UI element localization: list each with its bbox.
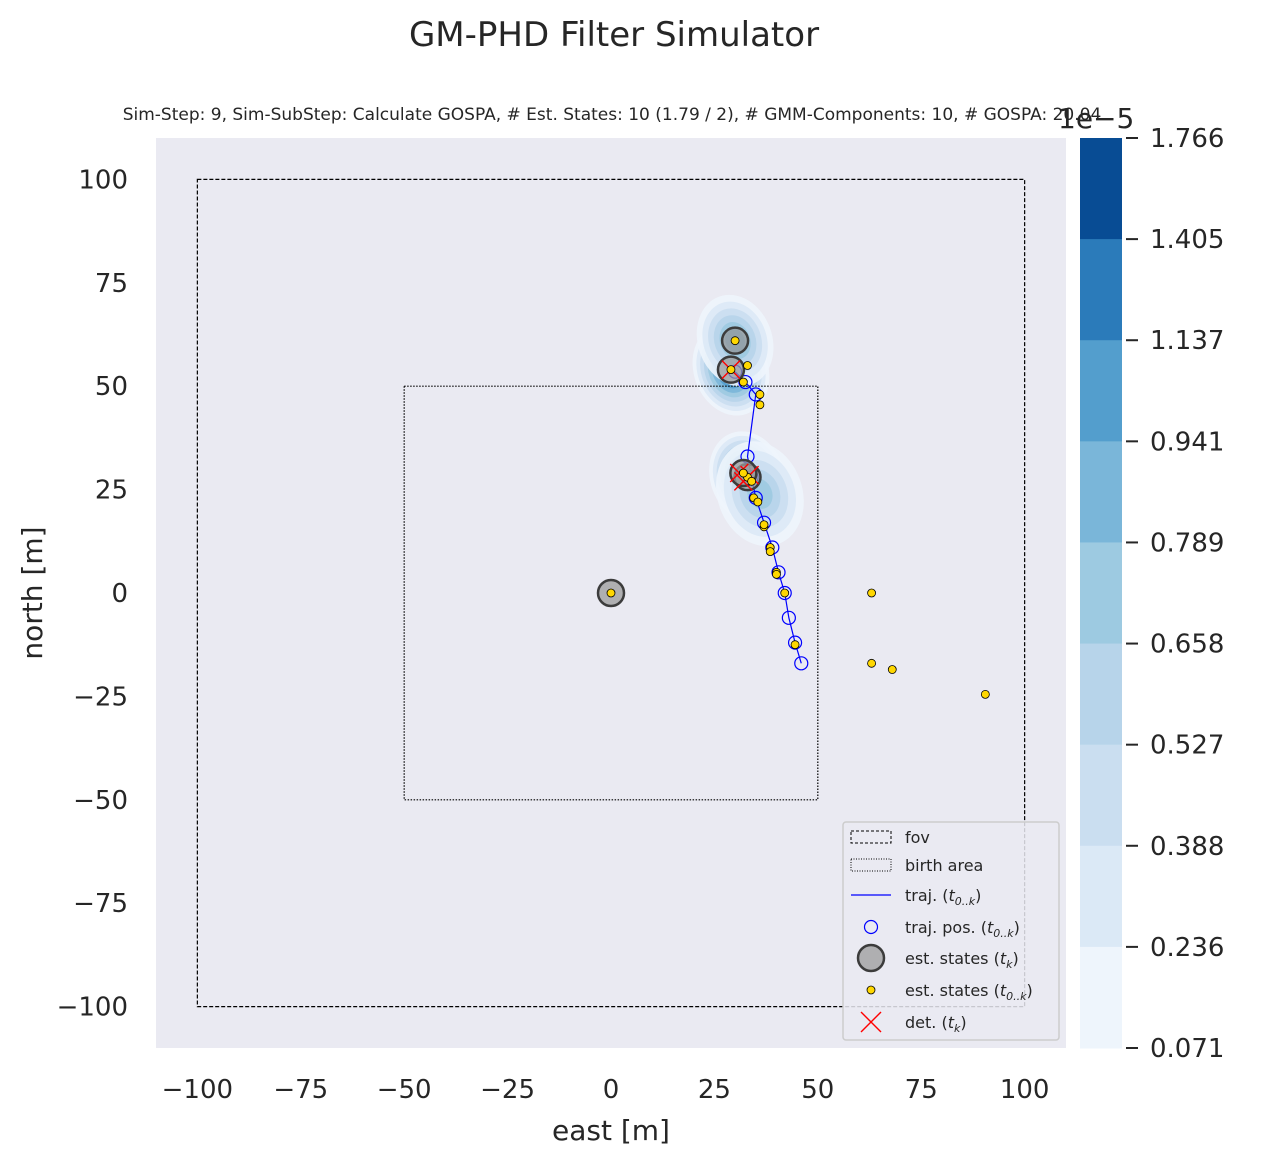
- est-state-hist-10: [753, 497, 763, 507]
- y-tick-label-3: −25: [73, 682, 128, 712]
- colorbar-tick-label-5: 0.658: [1150, 630, 1224, 660]
- est-state-hist-17: [780, 588, 790, 598]
- legend-traj-pos-swatch: [863, 919, 879, 935]
- legend-det-swatch-b: [860, 1011, 882, 1033]
- colorbar-segment-3: [1080, 441, 1122, 543]
- est-state-hist-18: [790, 640, 800, 650]
- colorbar-exponent: 1e−5: [1058, 102, 1134, 135]
- est-state-hist-5: [755, 400, 765, 410]
- est-state-hist-1: [743, 361, 752, 370]
- trajectory-point-11: [738, 374, 753, 390]
- legend-label-traj_pos: traj. pos. (t0..k): [905, 918, 1020, 940]
- legend-est-tk-swatch: [856, 943, 886, 973]
- trajectory-point-0: [794, 656, 809, 671]
- est-state-hist-2: [726, 365, 736, 375]
- region-layer: [196, 178, 1026, 1008]
- colorbar-tick-label-7: 0.388: [1150, 832, 1224, 862]
- colorbar-segment-1: [1080, 239, 1122, 341]
- y-tick-label-8: 100: [78, 165, 128, 195]
- legend-label-est_tk: est. states (tk): [905, 949, 1019, 971]
- colorbar-segment-4: [1080, 542, 1122, 645]
- legend-label-birth: birth area: [905, 856, 983, 875]
- est-state-hist-16: [772, 569, 781, 579]
- legend-entry-birth: birth area: [850, 856, 983, 875]
- x-tick-label-0: −100: [162, 1075, 233, 1105]
- legend-box: [842, 821, 1060, 1041]
- est-state-hist-23: [980, 689, 990, 699]
- colorbar-tick-label-6: 0.527: [1150, 731, 1224, 761]
- colorbar-segment-5: [1080, 643, 1122, 746]
- est-state-hist-20: [867, 588, 876, 598]
- colorbar-tick-label-3: 0.941: [1150, 427, 1224, 457]
- est-state-hist-12: [759, 520, 769, 530]
- colorbar: 1.766 1.405 1.137 0.941 0.789 0.658 0.527 0.388…: [1080, 124, 1224, 1064]
- y-tick-label-0: −100: [57, 993, 128, 1023]
- legend-est-hist-swatch: [866, 985, 876, 995]
- colorbar-segment-0: [1080, 138, 1122, 240]
- x-tick-label-5: 25: [698, 1075, 731, 1105]
- x-tick-label-1: −75: [273, 1075, 328, 1105]
- est-state-hist-19: [606, 588, 616, 598]
- y-tick-label-6: 50: [95, 372, 128, 402]
- colorbar-segment-2: [1080, 340, 1122, 442]
- axes-layer: −100 −75 −50 −25 0 25 50 75 100 −100 −75 −50 −25 0 25 5…: [57, 165, 1050, 1105]
- legend-label-fov: fov: [905, 828, 930, 847]
- x-tick-label-2: −50: [377, 1075, 432, 1105]
- colorbar-tick-label-0: 1.766: [1150, 124, 1224, 154]
- est-state-hist-7: [747, 476, 757, 486]
- x-tick-label-7: 75: [905, 1075, 938, 1105]
- chart-title: GM-PHD Filter Simulator: [409, 15, 819, 55]
- colorbar-segment-7: [1080, 845, 1122, 948]
- x-axis-label: east [m]: [552, 1114, 670, 1147]
- y-tick-label-4: 0: [111, 579, 128, 609]
- y-tick-label-2: −50: [73, 786, 128, 816]
- chart-subtitle: Sim-Step: 9, Sim-SubStep: Calculate GOSP…: [123, 105, 1102, 125]
- y-tick-label-5: 25: [95, 476, 128, 506]
- colorbar-tick-label-2: 1.137: [1150, 326, 1224, 356]
- legend-entry-traj_pos: traj. pos. (t0..k): [863, 918, 1020, 940]
- colorbar-tick-label-8: 0.236: [1150, 933, 1224, 963]
- est-state-hist-8: [738, 468, 748, 478]
- trajectory-point-4: [771, 565, 786, 580]
- x-tick-label-3: −25: [480, 1075, 535, 1105]
- y-tick-label-7: 75: [95, 269, 128, 299]
- est-state-hist-14: [765, 547, 775, 557]
- fov-rect: [196, 178, 1026, 1008]
- y-axis-label: north [m]: [16, 526, 49, 659]
- colorbar-tick-label-9: 0.071: [1150, 1034, 1224, 1064]
- legend-label-det: det. (tk): [905, 1013, 967, 1035]
- state-layer: [596, 326, 990, 699]
- est-state-hist-22: [887, 665, 897, 674]
- trajectory-point-3: [777, 585, 792, 601]
- y-tick-label-1: −75: [73, 889, 128, 919]
- x-tick-label-4: 0: [603, 1075, 620, 1105]
- legend-birth-swatch: [850, 858, 892, 872]
- legend-entry-det: det. (tk): [860, 1011, 967, 1035]
- legend-fov-swatch: [850, 830, 892, 844]
- colorbar-tick-label-1: 1.405: [1150, 225, 1224, 255]
- x-tick-label-8: 100: [1000, 1075, 1050, 1105]
- trajectory-point-2: [781, 610, 796, 625]
- est-state-hist-4: [755, 390, 765, 399]
- colorbar-segment-6: [1080, 744, 1122, 847]
- legend-entry-est_tk: est. states (tk): [856, 943, 1019, 973]
- trajectory-point-1: [787, 635, 803, 650]
- est-state-hist-21: [867, 658, 876, 668]
- colorbar-tick-label-4: 0.789: [1150, 528, 1224, 558]
- legend-entry-est_hist: est. states (t0..k): [866, 981, 1033, 1003]
- colorbar-segment-8: [1080, 946, 1122, 1049]
- est-state-hist-3: [738, 377, 748, 387]
- est-state-hist-0: [730, 336, 740, 346]
- x-tick-label-6: 50: [801, 1075, 834, 1105]
- legend-entry-fov: fov: [850, 828, 930, 847]
- legend-label-est_hist: est. states (t0..k): [905, 981, 1033, 1003]
